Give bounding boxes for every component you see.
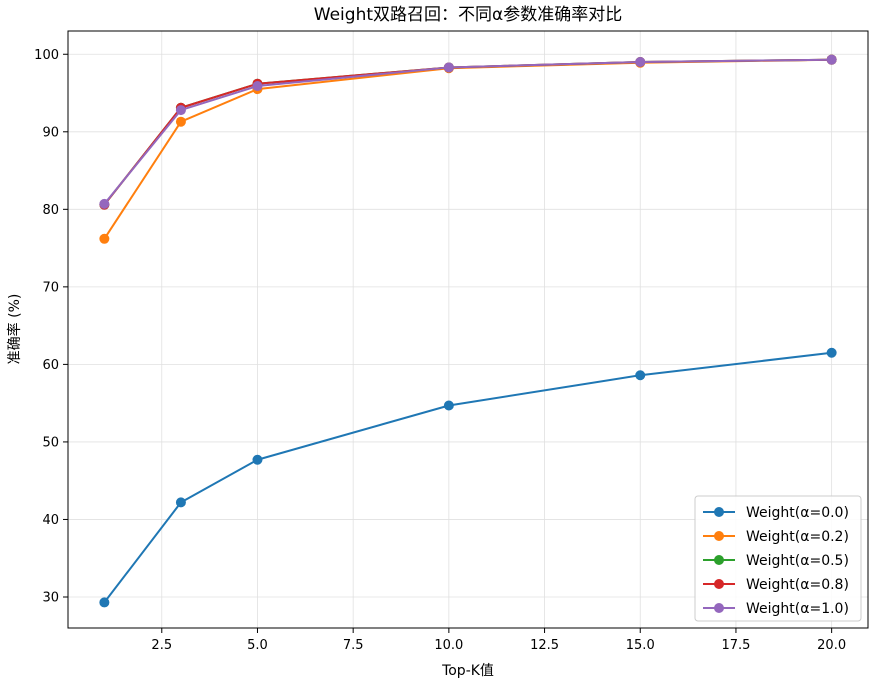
legend-frame <box>694 495 862 622</box>
series-4 <box>99 54 837 209</box>
data-point <box>175 116 186 127</box>
data-point <box>99 597 110 608</box>
data-point <box>175 497 186 508</box>
legend-marker <box>714 603 724 613</box>
x-tick-label: 15.0 <box>626 638 655 653</box>
y-tick-label: 90 <box>42 125 59 140</box>
legend-marker <box>714 531 724 541</box>
y-tick-label: 60 <box>42 358 59 373</box>
legend-label: Weight(α=1.0) <box>746 601 849 617</box>
y-tick-label: 100 <box>34 48 59 63</box>
data-point <box>635 57 646 68</box>
x-tick-label: 5.0 <box>247 638 268 653</box>
y-tick-label: 50 <box>42 435 59 450</box>
legend-label: Weight(α=0.2) <box>746 529 849 545</box>
data-point <box>443 62 454 73</box>
legend-marker <box>714 579 724 589</box>
data-point <box>443 400 454 411</box>
x-tick-label: 12.5 <box>530 638 559 653</box>
legend-label: Weight(α=0.5) <box>746 553 849 569</box>
series-1 <box>99 54 837 244</box>
x-tick-label: 10.0 <box>434 638 463 653</box>
data-point <box>252 454 263 465</box>
data-point <box>826 347 837 358</box>
series-line <box>103 58 832 240</box>
x-tick-label: 2.5 <box>151 638 172 653</box>
legend-item: Weight(α=0.8) <box>703 577 849 593</box>
ticks-layer: 2.5 5.0 7.5 10.0 12.5 15.0 17.5 20.0 30 40 50 60 70 8… <box>34 48 846 653</box>
y-tick-label: 40 <box>42 513 59 528</box>
series-line <box>103 58 832 205</box>
series-layer <box>99 54 837 608</box>
series-line <box>103 351 832 604</box>
legend-item: Weight(α=0.0) <box>703 505 849 521</box>
plot-frame <box>67 30 869 629</box>
grid-layer <box>68 31 868 628</box>
chart-title: Weight双路召回：不同α参数准确率对比 <box>314 5 622 25</box>
legend-item: Weight(α=1.0) <box>703 601 849 617</box>
legend-marker <box>714 555 724 565</box>
series-0 <box>99 347 837 608</box>
legend-item: Weight(α=0.2) <box>703 529 849 545</box>
legend-marker <box>714 507 724 517</box>
x-tick-label: 7.5 <box>343 638 364 653</box>
y-tick-label: 80 <box>42 203 59 218</box>
legend-item: Weight(α=0.5) <box>703 553 849 569</box>
legend: Weight(α=0.0) Weight(α=0.2) Weight(α=0.5) W… <box>694 495 862 622</box>
legend-label: Weight(α=0.8) <box>746 577 849 593</box>
legend-label: Weight(α=0.0) <box>746 505 849 521</box>
x-axis-label: Top-K值 <box>441 663 494 679</box>
data-point <box>99 233 110 244</box>
data-point <box>99 198 110 209</box>
y-tick-label: 30 <box>42 590 59 605</box>
data-point <box>252 81 263 92</box>
data-point <box>175 105 186 116</box>
y-tick-label: 70 <box>42 280 59 295</box>
x-tick-label: 20.0 <box>817 638 846 653</box>
data-point <box>826 54 837 65</box>
y-axis-label: 准确率 (%) <box>6 294 23 365</box>
data-point <box>635 370 646 381</box>
x-tick-label: 17.5 <box>721 638 750 653</box>
